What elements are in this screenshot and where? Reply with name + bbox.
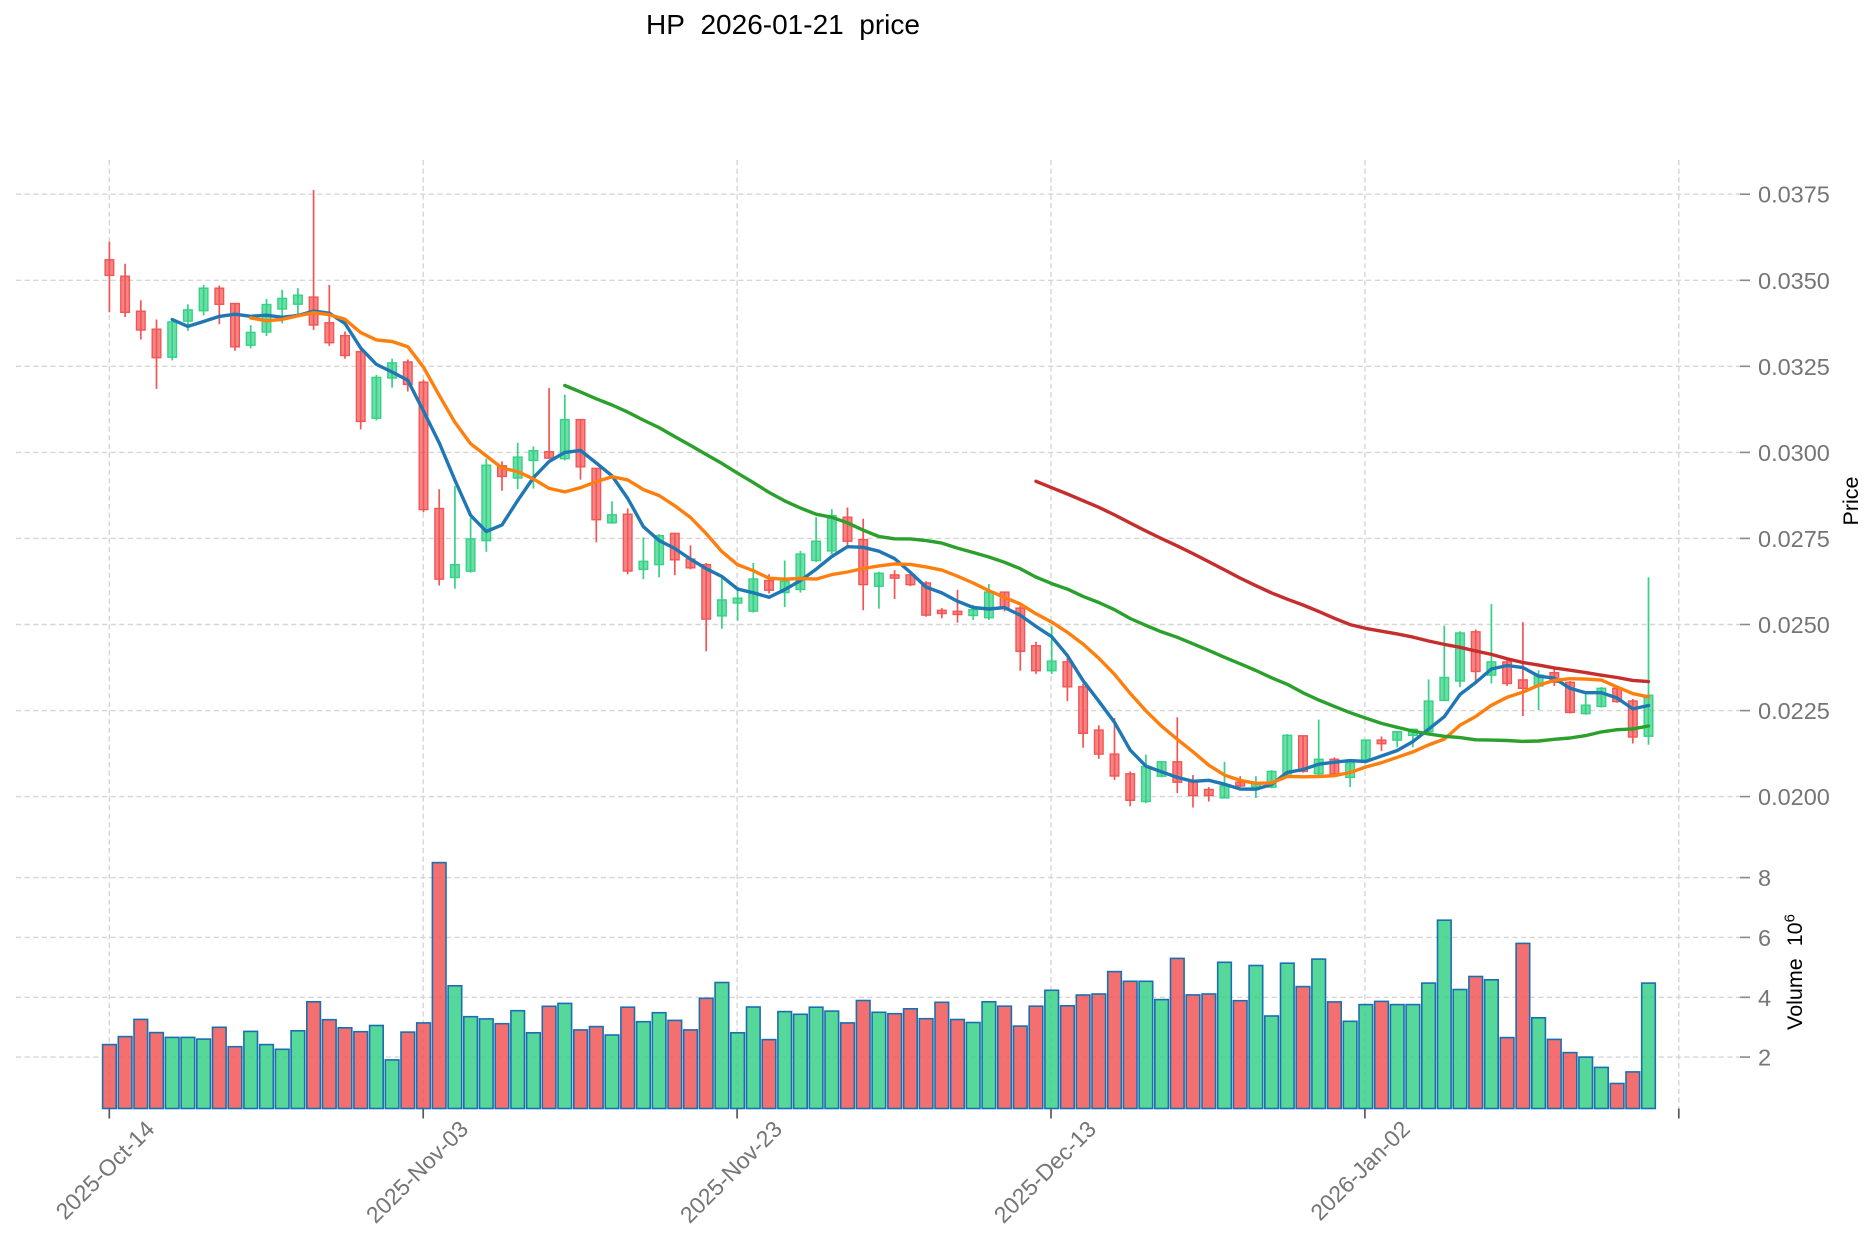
- svg-text:0.0325: 0.0325: [1758, 354, 1830, 380]
- svg-text:2: 2: [1758, 1045, 1771, 1071]
- svg-text:Volume 106: Volume 106: [1782, 914, 1808, 1030]
- svg-text:0.0300: 0.0300: [1758, 440, 1830, 466]
- svg-text:0.0200: 0.0200: [1758, 784, 1830, 810]
- svg-text:6: 6: [1758, 925, 1771, 951]
- svg-text:4: 4: [1758, 985, 1771, 1011]
- svg-text:0.0275: 0.0275: [1758, 526, 1830, 552]
- svg-text:0.0250: 0.0250: [1758, 612, 1830, 638]
- svg-text:Price: Price: [1839, 477, 1863, 526]
- svg-text:0.0375: 0.0375: [1758, 182, 1830, 208]
- svg-text:8: 8: [1758, 865, 1771, 891]
- svg-text:0.0350: 0.0350: [1758, 268, 1830, 294]
- svg-text:0.0225: 0.0225: [1758, 698, 1830, 724]
- svg-text:HP 2026-01-21 price: HP 2026-01-21 price: [646, 9, 920, 40]
